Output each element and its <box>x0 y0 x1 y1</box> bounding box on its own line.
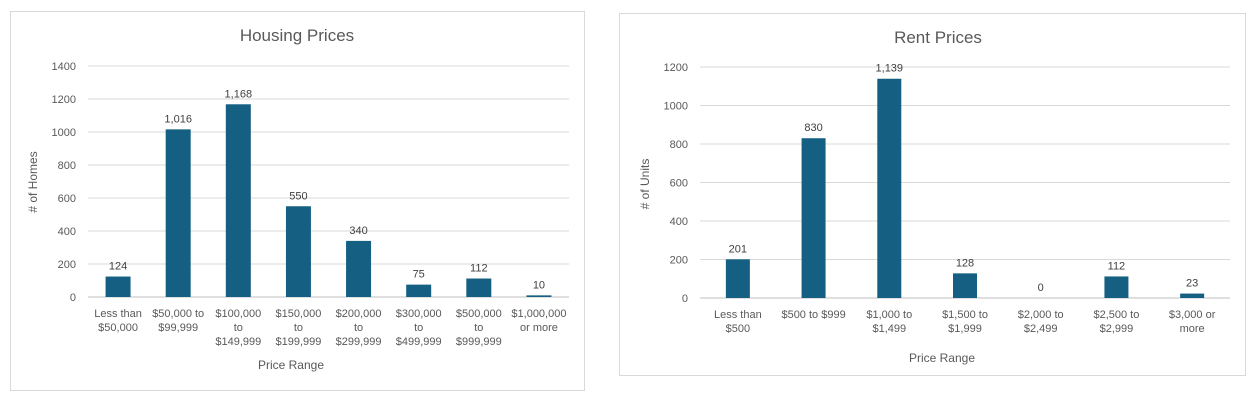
rent-y-tick-label: 1000 <box>664 101 688 113</box>
rent-y-tick-label: 400 <box>670 216 688 228</box>
housing-y-tick-label: 800 <box>58 160 76 172</box>
rent-bar <box>877 78 902 299</box>
housing-x-tick-label: $149,999 <box>215 336 261 348</box>
housing-x-tick-label: $150,000 <box>275 308 321 320</box>
housing-x-tick-label: to <box>294 322 303 334</box>
rent-bar <box>1180 293 1205 298</box>
housing-x-tick-label: $500,000 <box>456 308 502 320</box>
housing-x-tick-label: Less than <box>94 308 142 320</box>
rent-x-tick-label: $2,999 <box>1100 323 1134 335</box>
rent-prices-chart: Rent Prices 0 200 400 600 800 1000 1200 201 Less … <box>638 28 1230 365</box>
housing-x-tick-label: to <box>234 322 243 334</box>
housing-x-tick-label: to <box>414 322 423 334</box>
rent-y-tick-label: 600 <box>670 178 688 190</box>
housing-bar <box>466 278 492 297</box>
housing-data-label: 10 <box>533 279 545 291</box>
housing-data-label: 124 <box>109 261 127 273</box>
rent-bar <box>801 138 826 298</box>
housing-x-tick-label: $50,000 <box>98 322 138 334</box>
rent-y-axis-title: # of Units <box>638 159 652 210</box>
housing-x-tick-label: $300,000 <box>396 308 442 320</box>
housing-prices-chart: Housing Prices 0 200 400 600 800 1000 1200 1400 1… <box>26 26 569 372</box>
rent-data-label: 23 <box>1186 278 1198 290</box>
rent-x-tick-label: $1,000 to <box>866 309 912 321</box>
rent-x-axis-title: Price Range <box>909 351 975 365</box>
rent-x-tick-label: $3,000 or <box>1169 309 1216 321</box>
housing-x-tick-label: $299,999 <box>336 336 382 348</box>
rent-x-tick-label: $2,000 to <box>1018 309 1064 321</box>
housing-y-tick-label: 200 <box>58 259 76 271</box>
rent-x-tick-label: $2,500 to <box>1093 309 1139 321</box>
housing-data-label: 75 <box>413 269 425 281</box>
rent-bar <box>725 259 750 298</box>
rent-x-tick-label: $1,999 <box>948 323 982 335</box>
housing-bar <box>406 284 432 297</box>
rent-chart-title: Rent Prices <box>894 28 982 47</box>
housing-bar <box>105 276 131 297</box>
rent-x-tick-label: $500 <box>726 323 750 335</box>
housing-x-tick-label: $199,999 <box>275 336 321 348</box>
rent-x-tick-label: Less than <box>714 309 762 321</box>
housing-bar <box>225 104 251 297</box>
housing-x-tick-label: $200,000 <box>336 308 382 320</box>
housing-y-tick-label: 0 <box>70 292 76 304</box>
housing-x-tick-label: to <box>354 322 363 334</box>
rent-y-tick-label: 200 <box>670 255 688 267</box>
housing-x-tick-label: to <box>474 322 483 334</box>
housing-y-tick-label: 600 <box>58 193 76 205</box>
housing-data-label: 340 <box>349 225 367 237</box>
housing-data-label: 550 <box>289 190 307 202</box>
rent-bar <box>1104 276 1129 298</box>
rent-data-label: 1,139 <box>876 63 904 75</box>
housing-x-tick-label: $999,999 <box>456 336 502 348</box>
rent-chart-panel: Rent Prices 0 200 400 600 800 1000 1200 201 Less … <box>619 13 1246 376</box>
housing-y-axis-title: # of Homes <box>26 151 40 212</box>
housing-x-tick-label: or more <box>520 322 558 334</box>
housing-bar <box>526 295 552 297</box>
housing-x-tick-label: $100,000 <box>215 308 261 320</box>
housing-chart-panel: Housing Prices 0 200 400 600 800 1000 1200 1400 1… <box>10 11 585 391</box>
housing-data-label: 112 <box>470 263 488 275</box>
housing-x-tick-label: $50,000 to <box>152 308 204 320</box>
rent-y-tick-label: 1200 <box>664 62 688 74</box>
housing-x-tick-label: $99,999 <box>158 322 198 334</box>
rent-data-label: 112 <box>1108 260 1126 272</box>
housing-y-tick-label: 1200 <box>52 94 76 106</box>
rent-x-tick-label: $500 to $999 <box>781 309 845 321</box>
rent-y-tick-label: 800 <box>670 139 688 151</box>
housing-bar <box>285 206 311 297</box>
rent-data-label: 0 <box>1038 282 1044 294</box>
housing-data-label: 1,016 <box>164 113 192 125</box>
housing-y-tick-label: 1400 <box>52 61 76 73</box>
rent-data-label: 128 <box>956 257 974 269</box>
housing-x-tick-label: $499,999 <box>396 336 442 348</box>
rent-x-tick-label: $1,499 <box>872 323 906 335</box>
rent-x-tick-label: more <box>1180 323 1205 335</box>
housing-x-axis-title: Price Range <box>258 358 324 372</box>
housing-bar <box>346 240 372 297</box>
rent-x-tick-label: $1,500 to <box>942 309 988 321</box>
rent-data-label: 830 <box>804 122 822 134</box>
rent-bar <box>953 273 977 298</box>
housing-x-tick-label: $1,000,000 <box>511 308 566 320</box>
housing-bar <box>165 129 191 297</box>
rent-y-tick-label: 0 <box>682 293 688 305</box>
housing-chart-title: Housing Prices <box>240 26 354 45</box>
rent-x-tick-label: $2,499 <box>1024 323 1058 335</box>
rent-data-label: 201 <box>729 243 747 255</box>
housing-y-tick-label: 400 <box>58 226 76 238</box>
housing-y-tick-label: 1000 <box>52 127 76 139</box>
housing-data-label: 1,168 <box>225 88 253 100</box>
